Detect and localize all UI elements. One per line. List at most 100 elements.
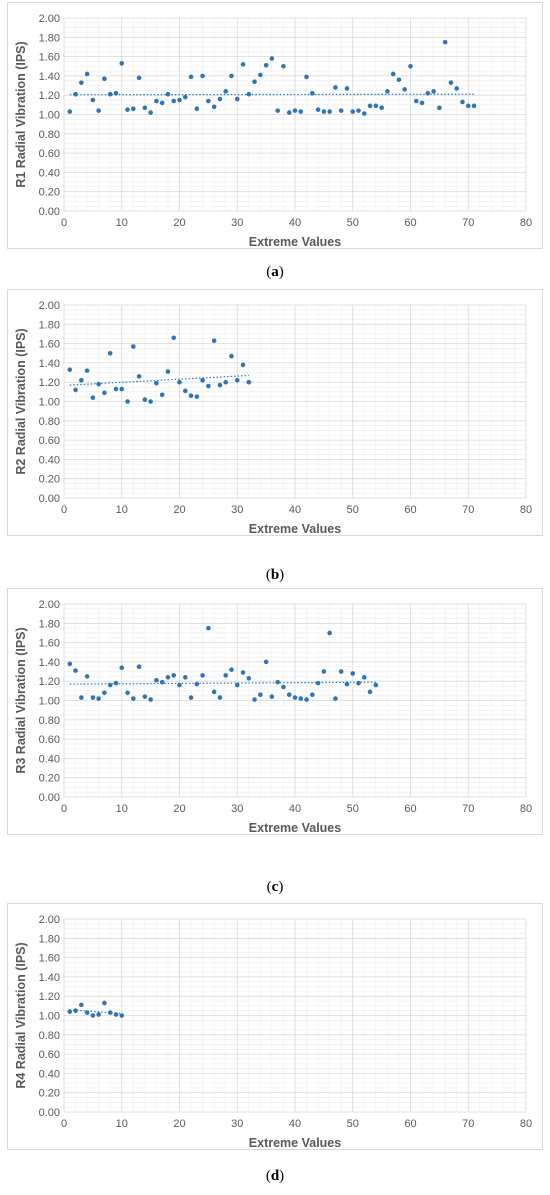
data-point bbox=[333, 85, 338, 90]
x-tick-label: 50 bbox=[347, 1118, 359, 1130]
y-tick-label: 0.60 bbox=[39, 734, 60, 746]
data-point bbox=[79, 1002, 84, 1008]
scatter-chart-r3: 0.00 0.20 0.40 0.60 0.80 1.00 1.20 1.40 1.60 1.80… bbox=[14, 599, 532, 834]
data-point bbox=[234, 96, 240, 102]
data-point bbox=[246, 379, 252, 385]
x-tick-label: 0 bbox=[61, 504, 67, 516]
data-point bbox=[171, 335, 177, 341]
y-tick-label: 1.60 bbox=[39, 638, 60, 650]
y-tick-label: 1.40 bbox=[39, 358, 60, 370]
data-point bbox=[211, 338, 217, 344]
data-point bbox=[338, 669, 344, 674]
data-point bbox=[206, 98, 211, 104]
major-gridlines bbox=[63, 918, 527, 1113]
y-tick-label: 0.40 bbox=[39, 167, 60, 179]
data-point bbox=[131, 696, 136, 701]
y-tick-label: 1.80 bbox=[39, 618, 60, 630]
data-point bbox=[188, 695, 194, 700]
data-point bbox=[102, 1000, 107, 1006]
data-point bbox=[234, 377, 240, 383]
data-point bbox=[350, 671, 356, 676]
x-tick-label: 80 bbox=[520, 504, 532, 516]
y-tick-label: 1.20 bbox=[39, 676, 60, 688]
data-point bbox=[362, 675, 367, 680]
data-point bbox=[131, 344, 136, 349]
data-point bbox=[73, 91, 78, 97]
y-tick-label: 0.00 bbox=[39, 493, 60, 505]
data-point bbox=[142, 105, 148, 111]
data-point bbox=[171, 673, 177, 678]
data-point bbox=[194, 106, 200, 112]
data-point bbox=[79, 80, 84, 85]
y-tick-label: 1.60 bbox=[39, 339, 60, 351]
x-axis-title: Extreme Values bbox=[249, 1136, 341, 1149]
data-point bbox=[67, 109, 73, 114]
data-point bbox=[292, 108, 298, 113]
data-point bbox=[413, 98, 419, 104]
x-tick-label: 70 bbox=[462, 803, 474, 815]
chart-panel-a: 0.00 0.20 0.40 0.60 0.80 1.00 1.20 1.40 1.60 1.80… bbox=[7, 2, 543, 249]
data-point bbox=[292, 695, 298, 700]
y-tick-label: 1.00 bbox=[39, 696, 60, 708]
data-point bbox=[107, 91, 113, 97]
x-tick-label: 50 bbox=[347, 504, 359, 516]
data-point bbox=[67, 367, 73, 372]
data-point bbox=[465, 103, 471, 109]
data-point bbox=[252, 79, 257, 84]
data-point bbox=[275, 108, 280, 113]
data-point bbox=[344, 86, 350, 91]
data-point bbox=[107, 682, 113, 688]
y-tick-label: 1.00 bbox=[39, 397, 60, 409]
y-tick-label: 0.40 bbox=[39, 454, 60, 466]
y-tick-label: 1.40 bbox=[39, 71, 60, 83]
y-tick-label: 0.80 bbox=[39, 1030, 60, 1042]
data-point bbox=[286, 692, 292, 698]
data-point bbox=[159, 679, 165, 685]
data-point bbox=[367, 689, 373, 695]
x-tick-label: 40 bbox=[289, 217, 301, 229]
caption-letter-b: b bbox=[270, 567, 280, 583]
data-point bbox=[269, 56, 275, 61]
data-point bbox=[119, 61, 125, 66]
y-tick-label: 0.80 bbox=[39, 129, 60, 141]
x-tick-label: 20 bbox=[173, 217, 185, 229]
data-point bbox=[107, 350, 113, 356]
data-point bbox=[90, 395, 96, 400]
data-point bbox=[229, 73, 234, 79]
data-point bbox=[234, 682, 240, 688]
data-point bbox=[281, 63, 286, 69]
y-tick-label: 1.80 bbox=[39, 319, 60, 331]
y-tick-label: 1.60 bbox=[39, 52, 60, 64]
data-point bbox=[125, 399, 130, 404]
data-point bbox=[315, 107, 321, 112]
data-point bbox=[240, 670, 246, 675]
caption-b: (b) bbox=[265, 567, 285, 583]
data-point bbox=[338, 108, 344, 113]
data-point bbox=[240, 362, 246, 368]
data-point bbox=[258, 72, 263, 78]
data-point bbox=[119, 665, 125, 670]
x-tick-label: 20 bbox=[173, 803, 185, 815]
data-point bbox=[73, 668, 78, 673]
y-tick-label: 2.00 bbox=[39, 13, 60, 25]
data-point bbox=[96, 381, 101, 387]
data-point bbox=[165, 91, 171, 97]
data-point bbox=[373, 682, 379, 688]
data-point bbox=[113, 386, 119, 392]
data-point bbox=[142, 397, 148, 402]
data-point bbox=[102, 390, 107, 396]
data-point bbox=[177, 682, 182, 688]
x-tick-label: 60 bbox=[404, 803, 416, 815]
x-tick-label: 20 bbox=[173, 504, 185, 516]
y-tick-label: 0.00 bbox=[39, 206, 60, 218]
data-point bbox=[385, 89, 390, 94]
data-point bbox=[211, 689, 217, 695]
x-tick-label: 60 bbox=[404, 504, 416, 516]
data-point bbox=[136, 374, 142, 379]
data-point bbox=[217, 96, 223, 102]
y-tick-label: 1.00 bbox=[39, 110, 60, 122]
x-tick-label: 70 bbox=[462, 504, 474, 516]
scatter-chart-r2: 0.00 0.20 0.40 0.60 0.80 1.00 1.20 1.40 1.60 1.80… bbox=[14, 300, 532, 535]
x-tick-label: 0 bbox=[61, 1118, 67, 1130]
data-point bbox=[67, 661, 73, 667]
